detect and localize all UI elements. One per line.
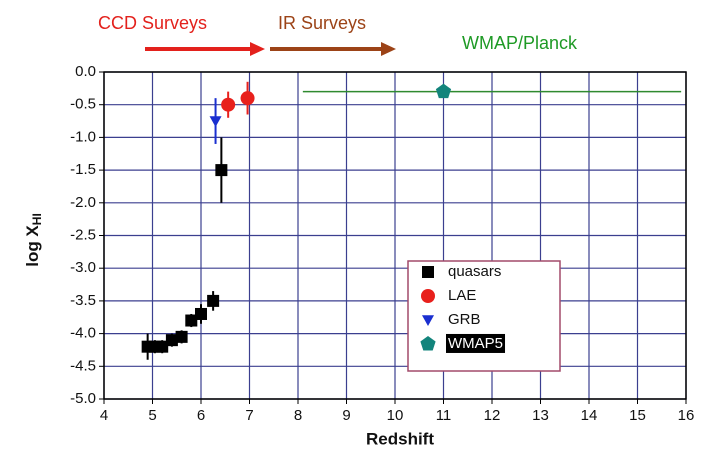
y-tick-label: -3.5 — [70, 292, 96, 309]
y-tick-label: -1.0 — [70, 128, 96, 145]
x-tick-label: 16 — [678, 407, 695, 424]
y-axis-label-main: log X — [23, 225, 42, 267]
marker — [175, 330, 188, 343]
annotation: WMAP/Planck — [462, 33, 578, 53]
x-tick-label: 6 — [197, 407, 205, 424]
legend-label: WMAP5 — [448, 335, 503, 352]
annotation: IR Surveys — [278, 13, 366, 33]
marker — [165, 334, 178, 347]
x-tick-label: 14 — [581, 407, 598, 424]
x-tick-label: 9 — [342, 407, 350, 424]
marker — [156, 340, 169, 353]
y-tick-label: -1.5 — [70, 161, 96, 178]
arrow-head — [250, 42, 265, 56]
marker — [240, 91, 255, 106]
x-tick-label: 13 — [532, 407, 549, 424]
y-axis-label-sub: HI — [30, 213, 44, 225]
marker — [221, 97, 236, 112]
x-tick-label: 15 — [629, 407, 646, 424]
legend-label: GRB — [448, 311, 481, 328]
x-tick-label: 11 — [436, 407, 452, 424]
legend-label-background — [446, 333, 506, 353]
y-tick-label: 0.0 — [75, 63, 96, 80]
x-tick-label: 12 — [484, 407, 501, 424]
marker — [435, 83, 452, 99]
x-tick-label: 10 — [387, 407, 404, 424]
y-tick-label: -4.5 — [70, 357, 96, 374]
marker — [215, 164, 228, 177]
x-tick-label: 8 — [294, 407, 302, 424]
x-axis-label: Redshift — [366, 429, 434, 448]
x-tick-label: 4 — [100, 407, 108, 424]
marker — [421, 289, 435, 303]
marker — [185, 314, 198, 327]
annotation: CCD Surveys — [98, 13, 207, 33]
legend-label: quasars — [448, 263, 501, 280]
marker — [207, 294, 220, 307]
legend-label: LAE — [448, 287, 476, 304]
marker — [209, 116, 222, 128]
x-tick-label: 7 — [245, 407, 253, 424]
marker — [420, 336, 436, 351]
y-tick-label: -2.0 — [70, 194, 96, 211]
y-tick-label: -5.0 — [70, 390, 96, 407]
x-tick-label: 5 — [148, 407, 156, 424]
marker — [195, 307, 207, 320]
legend: quasars LAE GRB WMAP5 — [407, 260, 561, 372]
y-axis-label: log XHI — [23, 213, 44, 267]
y-tick-label: -2.5 — [70, 226, 96, 243]
plot-frame — [103, 71, 687, 400]
y-tick-label: -0.5 — [70, 96, 96, 113]
marker — [422, 266, 434, 278]
y-tick-label: -4.0 — [70, 325, 96, 342]
arrow-head — [381, 42, 396, 56]
marker — [422, 315, 434, 326]
y-tick-label: -3.0 — [70, 259, 96, 276]
